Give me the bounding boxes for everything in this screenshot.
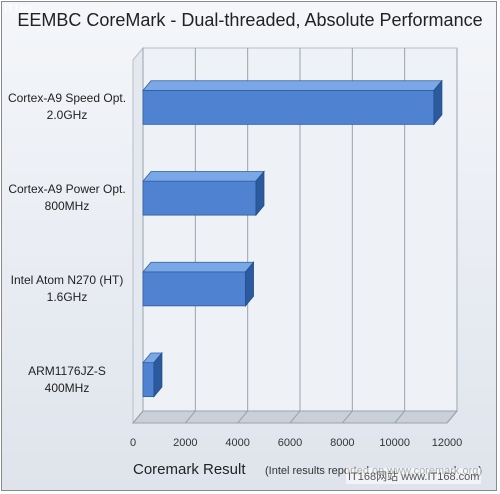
watermark-bottom: IT168网站 www.IT168.com: [346, 468, 482, 484]
category-label-line: ARM1176JZ-S: [28, 363, 106, 378]
category-label: Intel Atom N270 (HT) 1.6GHz: [2, 272, 132, 306]
x-tick-label: 4000: [225, 437, 250, 449]
bar-top: [142, 171, 265, 182]
x-tick-label: 8000: [330, 437, 355, 449]
bar-top: [142, 80, 443, 91]
bar: [142, 362, 155, 398]
x-tick-label: 2000: [173, 437, 198, 449]
bar-side: [433, 79, 443, 126]
category-label-line: Cortex-A9 Speed Opt.: [7, 91, 127, 106]
floor-gridline: [132, 410, 144, 424]
floor-gridline: [237, 410, 249, 424]
floor-gridline: [394, 410, 406, 424]
category-label-line: 1.6GHz: [46, 289, 88, 304]
bar-side: [255, 170, 265, 217]
bar: [142, 271, 246, 307]
chart-title: EEMBC CoreMark - Dual-threaded, Absolute…: [17, 10, 483, 30]
category-label: ARM1176JZ-S 400MHz: [2, 363, 132, 397]
watermark-top: IT168: [4, 3, 33, 15]
x-tick-label: 0: [129, 437, 137, 449]
category-label-line: 2.0GHz: [46, 108, 88, 123]
side-wall: [132, 46, 144, 425]
bar-top: [142, 261, 255, 273]
category-label-line: Cortex-A9 Power Opt.: [8, 182, 126, 197]
x-tick-label: 10000: [379, 437, 410, 449]
x-tick-label: 12000: [431, 437, 463, 449]
category-label-line: Intel Atom N270 (HT): [10, 272, 124, 287]
category-label-line: 800MHz: [44, 199, 90, 214]
floor-gridline: [184, 410, 196, 424]
bar-side: [153, 351, 163, 398]
x-axis-title: Coremark Result: [133, 461, 246, 478]
category-label: Cortex-A9 Speed Opt. 2.0GHz: [2, 90, 132, 124]
bar: [142, 89, 435, 125]
bar-side: [245, 261, 254, 307]
floor-gridline: [289, 410, 301, 424]
floor-gridline: [446, 410, 458, 424]
x-tick-label: 6000: [277, 437, 303, 449]
category-label-line: 400MHz: [44, 380, 90, 395]
floor-gridline: [341, 410, 353, 424]
category-label: Cortex-A9 Power Opt. 800MHz: [2, 181, 132, 215]
bar: [142, 180, 257, 216]
